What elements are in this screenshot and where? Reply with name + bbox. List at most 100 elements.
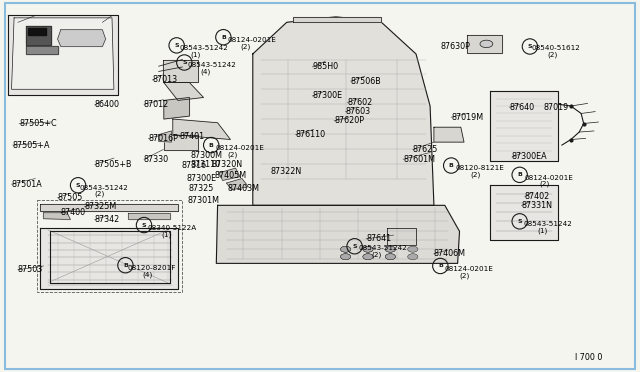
Circle shape [385,246,396,252]
Polygon shape [387,228,416,245]
Polygon shape [40,228,178,289]
Text: (4): (4) [200,68,211,75]
Circle shape [363,246,373,252]
Polygon shape [253,17,434,205]
Text: 87316: 87316 [182,161,207,170]
Text: 985H0: 985H0 [312,62,339,71]
Polygon shape [216,205,460,263]
Text: 873110: 873110 [191,160,221,169]
Polygon shape [58,30,106,46]
Text: 87331N: 87331N [522,201,552,210]
Text: 87505+B: 87505+B [95,160,132,169]
Text: 87403M: 87403M [227,185,259,193]
Text: 87325: 87325 [189,185,214,193]
Text: 87019: 87019 [544,103,569,112]
Text: 86400: 86400 [95,100,120,109]
Polygon shape [12,18,114,89]
Circle shape [385,254,396,260]
Text: S: S [76,183,81,188]
Polygon shape [8,15,118,95]
Text: S: S [174,43,179,48]
Text: 87322N: 87322N [270,167,301,176]
Circle shape [408,246,418,252]
Text: 87603: 87603 [346,107,371,116]
Text: 08120-8201F: 08120-8201F [128,265,177,271]
Polygon shape [28,28,46,35]
Text: B: B [438,263,443,269]
Text: 08340-5122A: 08340-5122A [147,225,196,231]
Text: 87505: 87505 [58,193,83,202]
Text: 87019M: 87019M [451,113,483,122]
Text: I 700 0: I 700 0 [575,353,602,362]
Text: 87012: 87012 [144,100,169,109]
Polygon shape [164,97,189,119]
Text: (2): (2) [547,51,557,58]
Text: B: B [517,172,522,177]
Text: 87405M: 87405M [214,171,246,180]
Text: (2): (2) [460,272,470,279]
Circle shape [480,40,493,48]
Text: 87320N: 87320N [211,160,243,169]
Text: S: S [527,44,532,49]
Text: 08124-0201E: 08124-0201E [216,145,264,151]
Text: S: S [352,244,357,249]
Text: 87601M: 87601M [403,155,435,164]
Circle shape [385,246,396,252]
Text: 08543-51242: 08543-51242 [179,45,228,51]
Text: (2): (2) [95,191,105,198]
Polygon shape [26,46,58,54]
Text: 87630P: 87630P [440,42,470,51]
Text: (1): (1) [191,51,201,58]
Text: (2): (2) [539,181,549,187]
Text: 08124-0201E: 08124-0201E [445,266,493,272]
Text: (2): (2) [227,151,237,158]
Text: (4): (4) [142,271,152,278]
Text: (2): (2) [470,171,481,178]
Text: S: S [517,219,522,224]
Text: 87342: 87342 [95,215,120,224]
Polygon shape [434,127,464,142]
Text: 87301M: 87301M [188,196,220,205]
Text: B: B [221,35,226,40]
Text: 87401: 87401 [179,132,204,141]
Polygon shape [40,204,178,211]
Polygon shape [227,179,248,190]
Text: 87016P: 87016P [148,134,179,143]
Text: 87625: 87625 [413,145,438,154]
Circle shape [385,254,396,260]
Text: 08543-51242: 08543-51242 [80,185,129,191]
Text: 87640: 87640 [509,103,534,112]
Circle shape [340,254,351,260]
Text: (2): (2) [371,251,381,258]
Polygon shape [490,185,558,240]
Text: 87300E: 87300E [187,174,217,183]
Text: 87641: 87641 [366,234,391,243]
Text: B: B [123,263,128,268]
Polygon shape [219,168,240,180]
Polygon shape [44,213,70,219]
Circle shape [363,254,373,260]
Text: (1): (1) [161,231,172,238]
Text: 08543-51242: 08543-51242 [188,62,236,68]
Text: 876110: 876110 [296,130,326,139]
Polygon shape [128,213,170,219]
Text: 87300EA: 87300EA [512,153,548,161]
Circle shape [363,254,373,260]
Text: 87400: 87400 [61,208,86,217]
Circle shape [340,254,351,260]
Text: 87325M: 87325M [84,202,116,211]
Text: B: B [209,142,214,148]
Text: 08543-51242: 08543-51242 [524,221,572,227]
Polygon shape [164,83,204,100]
Circle shape [340,246,351,252]
Polygon shape [173,119,230,140]
Text: 87406M: 87406M [434,249,466,258]
Text: 87503: 87503 [18,265,43,274]
Text: 08543-51242: 08543-51242 [358,246,407,251]
Text: 08124-0201E: 08124-0201E [525,175,573,181]
Text: 87300M: 87300M [191,151,223,160]
Text: 87505+A: 87505+A [13,141,51,150]
Text: 87501A: 87501A [12,180,42,189]
Text: B: B [449,163,454,168]
Text: 87602: 87602 [348,98,372,107]
